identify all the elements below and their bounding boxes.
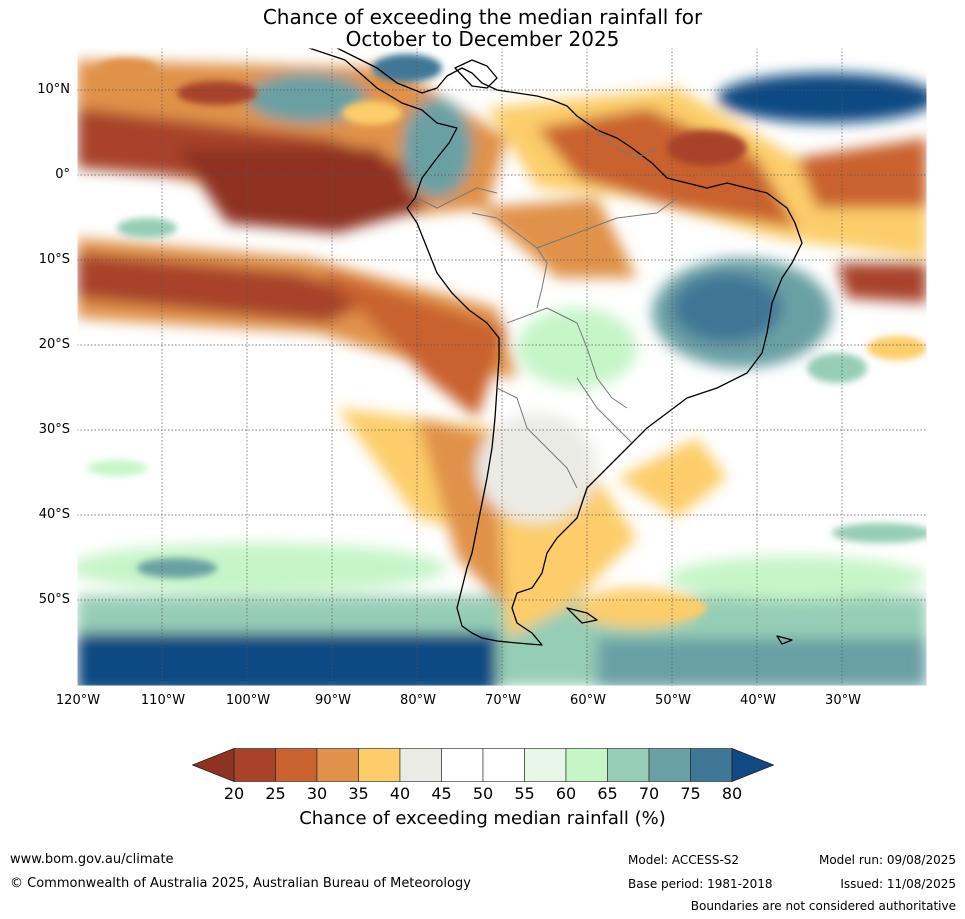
website-url: www.bom.gov.au/climate <box>10 852 174 867</box>
base-period: Base period: 1981-2018 <box>628 877 773 891</box>
colorbar-segment <box>316 748 359 782</box>
coastline <box>308 48 803 646</box>
colorbar-tick-label: 45 <box>431 784 452 803</box>
colorbar-segment <box>482 748 525 782</box>
lat-label-40s: 40°S <box>38 507 70 522</box>
colorbar-under-arrow <box>192 748 235 782</box>
lat-label-10s: 10°S <box>38 252 70 267</box>
lon-label-110w: 110°W <box>140 693 186 708</box>
issued-date: Issued: 11/08/2025 <box>840 877 956 891</box>
lon-label-60w: 60°W <box>570 693 606 708</box>
copyright-notice: © Commonwealth of Australia 2025, Austra… <box>10 876 471 891</box>
colorbar-over-arrow <box>731 748 774 782</box>
lon-label-80w: 80°W <box>400 693 436 708</box>
colorbar-segment <box>358 748 401 782</box>
colorbar-segment <box>399 748 442 782</box>
colorbar-segment <box>690 748 733 782</box>
colorbar-tick-label: 65 <box>597 784 618 803</box>
colorbar-segment <box>275 748 318 782</box>
colorbar-segment <box>607 748 650 782</box>
colorbar-tick-label: 50 <box>472 784 494 803</box>
colorbar-label: Chance of exceeding median rainfall (%) <box>299 808 666 829</box>
graticule <box>77 48 927 686</box>
lon-label-40w: 40°W <box>740 693 776 708</box>
model-name: Model: ACCESS-S2 <box>628 853 740 867</box>
colorbar-tick-label: 40 <box>389 784 411 803</box>
lat-label-10n: 10°N <box>37 82 70 97</box>
colorbar-tick-label: 25 <box>265 784 286 803</box>
lat-label-20s: 20°S <box>38 337 70 352</box>
lon-label-70w: 70°W <box>485 693 521 708</box>
lat-label-0: 0° <box>55 167 70 182</box>
lon-label-30w: 30°W <box>825 693 861 708</box>
colorbar-tick-label: 55 <box>514 784 535 803</box>
lon-label-90w: 90°W <box>315 693 351 708</box>
country-borders <box>416 129 678 489</box>
colorbar-tick-label: 35 <box>348 784 369 803</box>
lat-label-50s: 50°S <box>38 592 70 607</box>
map-title-line1: Chance of exceeding the median rainfall … <box>262 5 703 29</box>
colorbar-tick-label: 60 <box>555 784 577 803</box>
lat-label-30s: 30°S <box>38 422 70 437</box>
colorbar-segment <box>648 748 691 782</box>
model-run-date: Model run: 09/08/2025 <box>818 853 956 867</box>
colorbar-tick-label: 75 <box>680 784 701 803</box>
colorbar-segment <box>441 748 484 782</box>
colorbar-segment <box>233 748 276 782</box>
colorbar <box>192 748 774 782</box>
colorbar-segment <box>524 748 567 782</box>
boundaries-disclaimer: Boundaries are not considered authoritat… <box>690 899 956 913</box>
lon-label-100w: 100°W <box>225 693 271 708</box>
colorbar-tick-label: 20 <box>223 784 245 803</box>
colorbar-tick-label: 70 <box>638 784 660 803</box>
field-detail <box>87 54 927 618</box>
colorbar-tick-label: 80 <box>721 784 743 803</box>
lon-label-120w: 120°W <box>55 693 101 708</box>
colorbar-segment <box>565 748 608 782</box>
colorbar-tick-label: 30 <box>306 784 328 803</box>
map-title-line2: October to December 2025 <box>345 27 620 51</box>
lon-label-50w: 50°W <box>655 693 691 708</box>
rainfall-probability-map <box>77 48 927 686</box>
